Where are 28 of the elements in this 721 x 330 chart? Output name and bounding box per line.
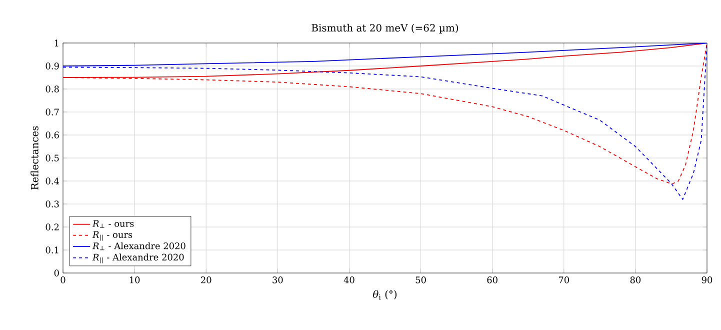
y-tick-label: 0.9 bbox=[46, 62, 59, 70]
legend-label: R$_{⊥}$ - Alexandre 2020 bbox=[92, 242, 186, 250]
y-tick-label: 0 bbox=[54, 270, 59, 276]
x-tick-label: 30 bbox=[272, 276, 283, 284]
y-tick-label: 0.8 bbox=[46, 86, 59, 92]
x-axis-title: θ$_{i}$ (°) bbox=[373, 290, 397, 300]
y-tick-label: 0.2 bbox=[46, 224, 59, 230]
x-tick-label: 80 bbox=[630, 276, 641, 284]
y-tick-label: 0.1 bbox=[46, 246, 58, 254]
y-tick-label: 1 bbox=[54, 40, 58, 46]
y-tick-label: 0.7 bbox=[46, 108, 59, 116]
x-tick-label: 50 bbox=[416, 276, 426, 284]
y-tick-label: 0.5 bbox=[46, 154, 59, 162]
chart-title: Bismuth at 20 meV (=62 µm) bbox=[312, 24, 458, 34]
x-tick-label: 60 bbox=[487, 276, 498, 284]
x-tick-label: 90 bbox=[702, 276, 712, 284]
x-tick-label: 10 bbox=[130, 276, 140, 284]
y-tick-label: 0.3 bbox=[46, 200, 59, 208]
x-tick-label: 0 bbox=[60, 276, 66, 284]
legend-label: R$_{||}$ - ours bbox=[92, 231, 132, 241]
legend-label: R$_{⊥}$ - ours bbox=[92, 220, 134, 228]
x-tick-label: 20 bbox=[201, 276, 212, 284]
y-axis-title: Reflectances bbox=[30, 126, 38, 190]
legend-label: R$_{||}$ - Alexandre 2020 bbox=[92, 254, 184, 264]
y-tick-label: 0.4 bbox=[46, 178, 60, 184]
x-tick-label: 40 bbox=[344, 276, 354, 284]
y-tick-label: 0.6 bbox=[46, 132, 59, 138]
x-tick-label: 70 bbox=[558, 276, 569, 284]
